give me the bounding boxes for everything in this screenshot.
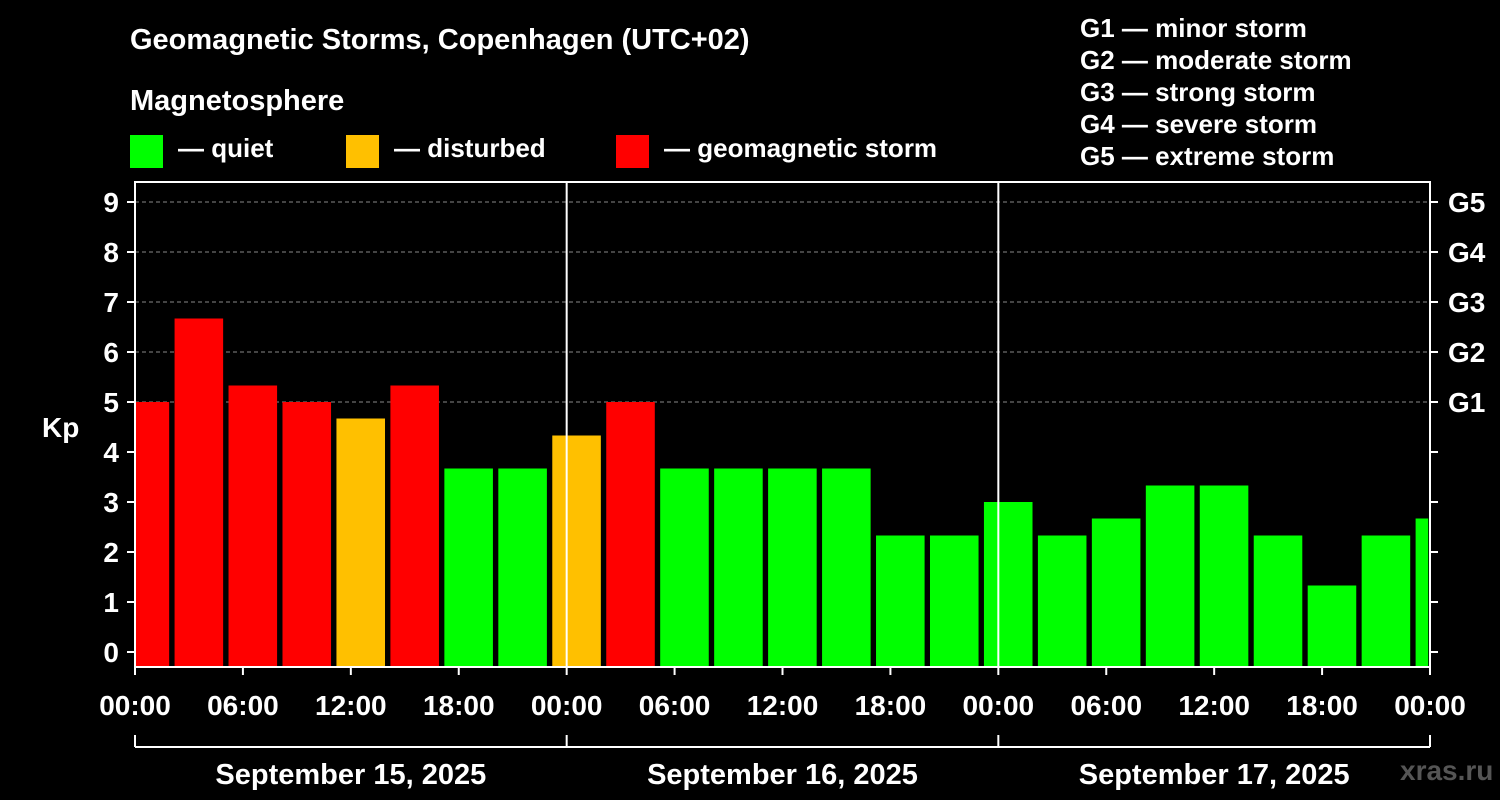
y-tick-label-9: 9 — [103, 187, 119, 218]
magnetosphere-label: Magnetosphere — [130, 85, 344, 117]
legend-swatch-disturbed — [346, 135, 379, 168]
kp-bar-9 — [606, 402, 655, 667]
chart-title: Geomagnetic Storms, Copenhagen (UTC+02) — [130, 24, 750, 56]
y-tick-label-6: 6 — [103, 337, 119, 368]
kp-bar-14 — [876, 535, 925, 667]
watermark: xras.ru — [1400, 755, 1493, 786]
bars — [136, 318, 1429, 667]
x-tick-label-11: 18:00 — [1286, 690, 1358, 721]
g-scale-label-g3: G3 — [1448, 287, 1485, 318]
g-scale-ticks: G1 G2 G3 G4 G5 — [1430, 187, 1486, 653]
kp-bar-11 — [714, 468, 763, 667]
kp-bar-21 — [1253, 535, 1303, 667]
x-tick-label-4: 00:00 — [531, 690, 603, 721]
storm-scale-g2: G2 — moderate storm — [1080, 45, 1352, 75]
x-tick-label-12: 00:00 — [1394, 690, 1466, 721]
y-tick-label-7: 7 — [103, 287, 119, 318]
kp-bar-5 — [390, 385, 439, 667]
g-scale-label-g2: G2 — [1448, 337, 1485, 368]
g-scale-label-g4: G4 — [1448, 237, 1486, 268]
gridlines — [135, 201, 1430, 403]
y-axis-ticks: 0 1 2 3 4 5 6 7 8 9 — [103, 187, 135, 668]
kp-bar-15 — [929, 535, 979, 667]
kp-bar-16 — [983, 502, 1033, 667]
y-tick-label-1: 1 — [103, 587, 119, 618]
storm-scale-g5: G5 — extreme storm — [1080, 141, 1334, 171]
kp-bar-0 — [136, 402, 170, 667]
legend-swatch-storm — [616, 135, 649, 168]
kp-bar-8 — [552, 435, 601, 667]
y-tick-label-5: 5 — [103, 387, 119, 418]
g-scale-label-g5: G5 — [1448, 187, 1485, 218]
x-tick-label-8: 00:00 — [963, 690, 1035, 721]
kp-bar-7 — [498, 468, 547, 667]
kp-bar-23 — [1361, 535, 1411, 667]
kp-bar-22 — [1307, 585, 1357, 667]
kp-bar-17 — [1037, 535, 1087, 667]
kp-bar-13 — [822, 468, 871, 667]
x-tick-label-2: 12:00 — [315, 690, 387, 721]
kp-bar-6 — [444, 468, 493, 667]
x-tick-label-9: 06:00 — [1070, 690, 1142, 721]
legend-label-quiet: — quiet — [178, 133, 274, 163]
y-tick-label-2: 2 — [103, 537, 119, 568]
kp-bar-19 — [1145, 485, 1195, 667]
x-tick-label-7: 18:00 — [855, 690, 927, 721]
g-scale-label-g1: G1 — [1448, 387, 1485, 418]
kp-bar-24 — [1415, 518, 1429, 667]
storm-scale: G1 — minor storm G2 — moderate storm G3 … — [1080, 13, 1352, 171]
x-tick-label-3: 18:00 — [423, 690, 495, 721]
x-axis-ticks: 00:00 06:00 12:00 18:00 00:00 06:00 12:00 18:00… — [99, 667, 1466, 721]
x-tick-label-10: 12:00 — [1178, 690, 1250, 721]
x-tick-label-6: 12:00 — [747, 690, 819, 721]
kp-bar-18 — [1091, 518, 1141, 667]
kp-bar-4 — [336, 418, 386, 667]
day-label-2: September 17, 2025 — [1079, 759, 1350, 791]
storm-scale-g4: G4 — severe storm — [1080, 109, 1317, 139]
storm-scale-g3: G3 — strong storm — [1080, 77, 1315, 107]
legend-label-storm: — geomagnetic storm — [664, 133, 937, 163]
kp-bar-20 — [1199, 485, 1249, 667]
storm-scale-g1: G1 — minor storm — [1080, 13, 1307, 43]
y-tick-label-0: 0 — [103, 637, 119, 668]
kp-bar-1 — [174, 318, 224, 667]
legend-label-disturbed: — disturbed — [394, 133, 546, 163]
x-tick-label-1: 06:00 — [207, 690, 279, 721]
y-tick-label-4: 4 — [103, 437, 119, 468]
kp-bar-12 — [768, 468, 817, 667]
x-tick-label-0: 00:00 — [99, 690, 171, 721]
y-tick-label-8: 8 — [103, 237, 119, 268]
y-tick-label-3: 3 — [103, 487, 119, 518]
day-labels: September 15, 2025 September 16, 2025 Sept… — [134, 735, 1431, 791]
day-label-0: September 15, 2025 — [215, 759, 486, 791]
kp-bar-10 — [660, 468, 709, 667]
kp-bar-3 — [282, 402, 332, 667]
legend-swatch-quiet — [130, 135, 163, 168]
y-axis-label: Kp — [42, 412, 79, 443]
day-label-1: September 16, 2025 — [647, 759, 918, 791]
x-tick-label-5: 06:00 — [639, 690, 711, 721]
kp-bar-2 — [228, 385, 278, 667]
legend: — quiet — disturbed — geomagnetic storm — [130, 133, 937, 168]
